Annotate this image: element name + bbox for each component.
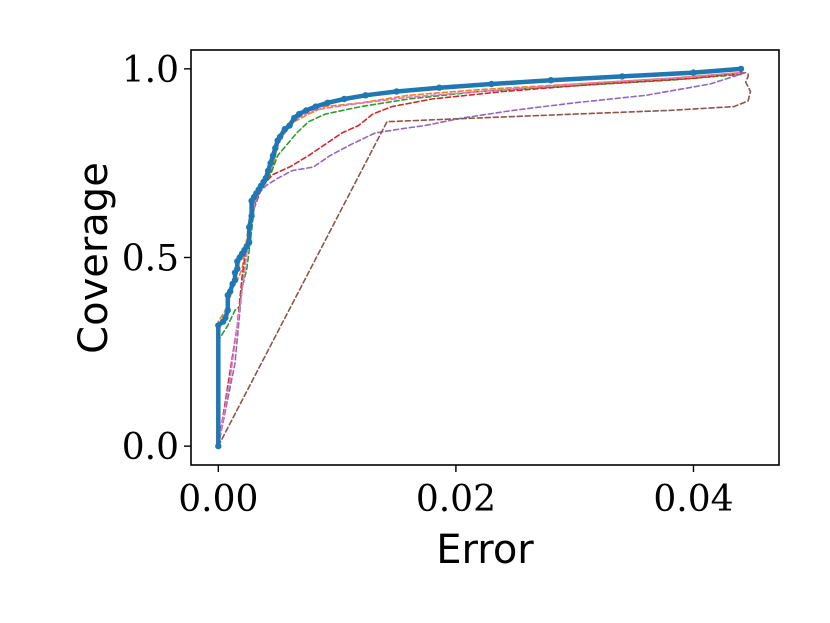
y-axis: 0.0 0.5 1.0 <box>122 50 191 468</box>
series-point <box>281 126 288 133</box>
series-layer <box>215 65 752 450</box>
series-point <box>737 65 745 73</box>
series-point <box>619 73 626 80</box>
series-point <box>303 107 310 114</box>
series-line-3 <box>217 71 747 447</box>
series-point <box>267 160 274 167</box>
series-point <box>690 69 697 76</box>
series-point <box>262 175 269 182</box>
plot-frame <box>190 49 780 466</box>
series-point <box>246 239 253 246</box>
series-line-2 <box>217 73 742 447</box>
series-point <box>547 77 555 84</box>
series-line-4 <box>217 71 747 447</box>
series-point <box>248 212 255 220</box>
series-point <box>393 88 400 95</box>
series-point <box>341 95 348 103</box>
series-line-1 <box>217 71 742 447</box>
x-axis-label: Error <box>436 527 534 573</box>
series-point <box>224 307 231 314</box>
x-tick-label: 0.00 <box>178 479 258 520</box>
series-point <box>269 152 277 159</box>
series-point <box>362 92 369 99</box>
series-line-7 <box>216 66 744 449</box>
series-point <box>436 84 443 91</box>
x-axis: 0.00 0.02 0.04 <box>178 465 734 520</box>
x-tick-label: 0.02 <box>416 479 496 520</box>
series-point <box>312 103 319 110</box>
series-point <box>231 276 239 284</box>
series-point <box>246 224 253 231</box>
series-point <box>488 80 495 88</box>
series-point <box>265 167 272 174</box>
series-point <box>295 110 303 118</box>
series-line-6 <box>217 71 742 447</box>
y-tick-label: 0.5 <box>122 239 179 280</box>
y-tick-label: 1.0 <box>122 50 179 91</box>
series-point <box>276 133 284 140</box>
y-tick-label: 0.0 <box>122 427 179 468</box>
series-line-5 <box>217 71 752 447</box>
series-point <box>222 314 229 322</box>
series-point <box>291 114 298 122</box>
series-point <box>234 265 241 272</box>
series-point <box>324 99 331 107</box>
series-point <box>286 122 293 129</box>
series-point <box>272 144 279 152</box>
series-point <box>227 288 234 295</box>
series-point <box>215 322 222 329</box>
y-axis-label: Coverage <box>71 162 117 354</box>
series-point <box>215 442 222 450</box>
x-tick-label: 0.04 <box>653 479 733 520</box>
